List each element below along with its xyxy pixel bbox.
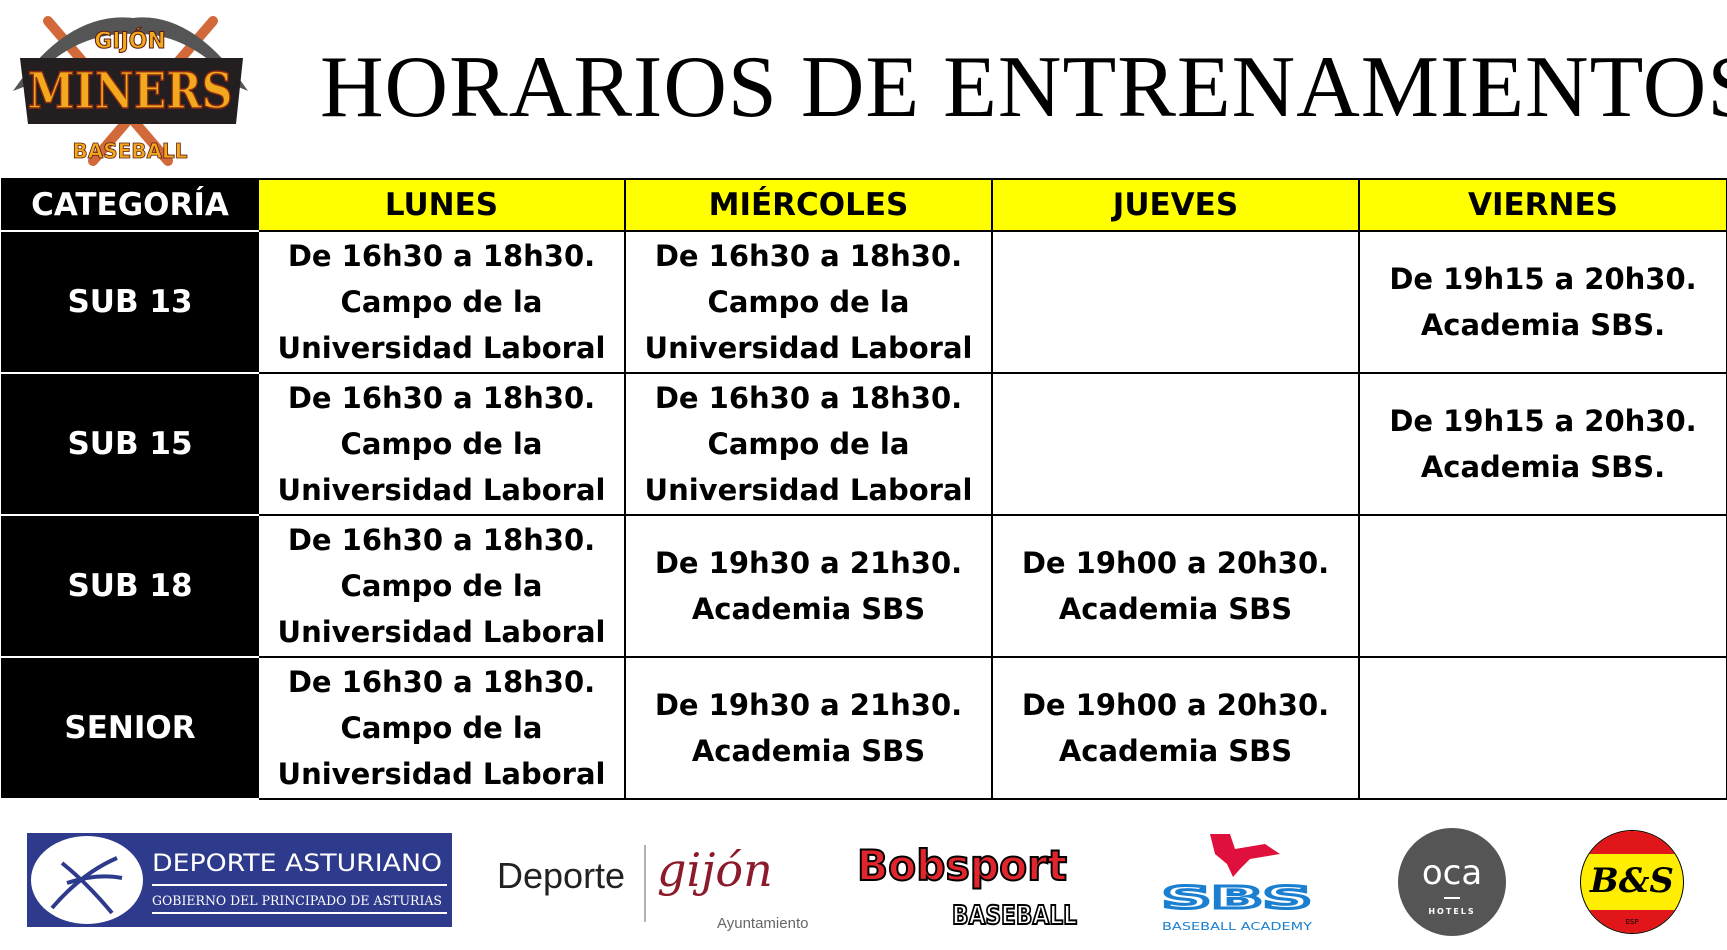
svg-text:HOTELS: HOTELS [1428, 907, 1475, 916]
cell-lunes: De 16h30 a 18h30. Campo de la Universidad … [257, 514, 626, 658]
svg-text:BASEBALL: BASEBALL [73, 139, 188, 163]
cell-jueves: De 19h00 a 20h30. Academia SBS [991, 656, 1360, 800]
schedule-text: De 19h30 a 21h30. [654, 546, 963, 580]
category-cell: SUB 15 [1, 372, 259, 516]
bobsport-baseball-logo: Bobsport BASEBALL [856, 840, 1078, 930]
sbs-baseball-academy-logo: SBS BASEBALL ACADEMY [1161, 834, 1314, 932]
schedule-text: Academia SBS [691, 592, 926, 626]
schedule-text: Universidad Laboral [644, 473, 973, 507]
svg-text:B&S: B&S [1589, 861, 1674, 901]
schedule-text: De 16h30 a 18h30. [287, 665, 596, 699]
table-row: SUB 15 De 16h30 a 18h30. Campo de la Univer… [1, 372, 1727, 516]
schedule-text: De 16h30 a 18h30. [287, 381, 596, 415]
table-row: SUB 13 De 16h30 a 18h30. Campo de la Univer… [1, 230, 1727, 374]
cell-viernes: De 19h15 a 20h30. Academia SBS. [1358, 230, 1727, 374]
svg-text:gijón: gijón [657, 843, 773, 897]
svg-text:oca: oca [1422, 853, 1482, 893]
schedule-text: De 19h30 a 21h30. [654, 688, 963, 722]
svg-text:Ayuntamiento: Ayuntamiento [717, 915, 808, 932]
cell-jueves: De 19h00 a 20h30. Academia SBS [991, 514, 1360, 658]
cell-miercoles: De 19h30 a 21h30. Academia SBS [624, 514, 993, 658]
svg-text:DEPORTE ASTURIANO: DEPORTE ASTURIANO [152, 849, 442, 877]
cell-miercoles: De 16h30 a 18h30. Campo de la Universidad … [624, 230, 993, 374]
header-row: CATEGORÍA LUNES MIÉRCOLES JUEVES VIERNES [1, 178, 1727, 232]
schedule-text: De 16h30 a 18h30. [654, 381, 963, 415]
cell-viernes [1358, 656, 1727, 800]
svg-text:GIJÓN: GIJÓN [94, 28, 166, 54]
deporte-gijon-logo: Deporte gijón Ayuntamiento [497, 843, 808, 932]
schedule-text: De 16h30 a 18h30. [287, 523, 596, 557]
oca-hotels-logo: oca HOTELS [1398, 828, 1506, 936]
schedule-text: Universidad Laboral [644, 331, 973, 365]
schedule-text: Universidad Laboral [277, 331, 606, 365]
svg-text:SBS: SBS [1162, 881, 1312, 916]
category-cell: SUB 13 [1, 230, 259, 374]
svg-text:MINERS: MINERS [28, 61, 233, 120]
svg-text:GOBIERNO DEL PRINCIPADO DE AST: GOBIERNO DEL PRINCIPADO DE ASTURIAS [152, 894, 442, 909]
schedule-text: De 19h15 a 20h30. [1389, 262, 1697, 296]
cell-miercoles: De 19h30 a 21h30. Academia SBS [624, 656, 993, 800]
schedule-text: Campo de la [340, 569, 543, 603]
svg-text:BASEBALL ACADEMY: BASEBALL ACADEMY [1162, 920, 1312, 932]
header-viernes: VIERNES [1358, 178, 1727, 232]
schedule-text: Academia SBS [1058, 734, 1293, 768]
schedule-table: CATEGORÍA LUNES MIÉRCOLES JUEVES VIERNES… [1, 178, 1727, 800]
schedule-text: De 16h30 a 18h30. [287, 239, 596, 273]
schedule-text: Universidad Laboral [277, 473, 606, 507]
header-lunes: LUNES [257, 178, 626, 232]
category-cell: SUB 18 [1, 514, 259, 658]
schedule-text: Campo de la [340, 711, 543, 745]
svg-text:BASEBALL: BASEBALL [952, 901, 1077, 930]
cell-lunes: De 16h30 a 18h30. Campo de la Universidad … [257, 656, 626, 800]
header-jueves: JUEVES [991, 178, 1360, 232]
deporte-asturiano-logo: DEPORTE ASTURIANO GOBIERNO DEL PRINCIPAD… [27, 833, 452, 927]
sponsors-bar: DEPORTE ASTURIANO GOBIERNO DEL PRINCIPAD… [0, 828, 1727, 936]
schedule-text: De 19h00 a 20h30. [1021, 688, 1330, 722]
schedule-text: De 16h30 a 18h30. [654, 239, 963, 273]
schedule-text: Academia SBS [691, 734, 926, 768]
page-title: HORARIOS DE ENTRENAMIENTOS [320, 39, 1727, 136]
schedule-text: Academia SBS. [1420, 308, 1666, 342]
cell-lunes: De 16h30 a 18h30. Campo de la Universidad … [257, 372, 626, 516]
schedule-text: Universidad Laboral [277, 757, 606, 791]
svg-text:ESP: ESP [1625, 918, 1638, 926]
schedule-text: Campo de la [707, 427, 910, 461]
schedule-text: Campo de la [340, 285, 543, 319]
table-row: SUB 18 De 16h30 a 18h30. Campo de la Univer… [1, 514, 1727, 658]
cell-jueves [991, 230, 1360, 374]
category-cell: SENIOR [1, 656, 259, 800]
svg-text:Bobsport: Bobsport [857, 841, 1067, 890]
pitcher-icon [1210, 834, 1280, 877]
table-row: SENIOR De 16h30 a 18h30. Campo de la Univer… [1, 656, 1727, 800]
svg-text:Deporte: Deporte [497, 855, 625, 896]
schedule-text: Academia SBS. [1420, 450, 1666, 484]
schedule-text: De 19h00 a 20h30. [1021, 546, 1330, 580]
cell-viernes: De 19h15 a 20h30. Academia SBS. [1358, 372, 1727, 516]
schedule-text: Campo de la [340, 427, 543, 461]
header-categoria: CATEGORÍA [1, 178, 259, 232]
schedule-text: De 19h15 a 20h30. [1389, 404, 1697, 438]
gijon-miners-logo: GIJÓN MINERS BASEBALL [13, 16, 248, 166]
schedule-text: Academia SBS [1058, 592, 1293, 626]
bs-logo: B&S ESP [1580, 830, 1684, 934]
schedule-text: Universidad Laboral [277, 615, 606, 649]
cell-lunes: De 16h30 a 18h30. Campo de la Universidad … [257, 230, 626, 374]
header-miercoles: MIÉRCOLES [624, 178, 993, 232]
cell-jueves [991, 372, 1360, 516]
cell-viernes [1358, 514, 1727, 658]
schedule-text: Campo de la [707, 285, 910, 319]
cell-miercoles: De 16h30 a 18h30. Campo de la Universidad … [624, 372, 993, 516]
